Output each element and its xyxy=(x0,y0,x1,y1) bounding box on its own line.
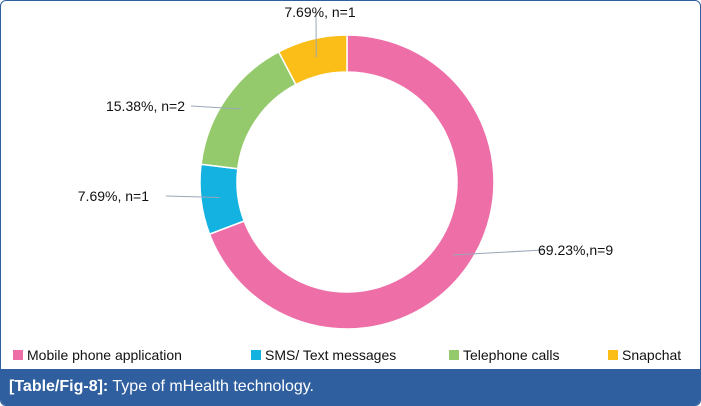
figure-caption: [Table/Fig-8]: Type of mHealth technolog… xyxy=(1,369,700,405)
slice-sms-text-messages xyxy=(199,163,246,236)
donut-chart: 69.23%,n=9 7.69%, n=1 15.38%, n=2 7.69%, n=… xyxy=(13,4,681,363)
data-label-telephone-calls: 15.38%, n=2 xyxy=(106,98,185,114)
slice-telephone-calls xyxy=(200,50,297,170)
caption-text: Type of mHealth technology. xyxy=(112,378,314,395)
legend-swatch-snapchat xyxy=(608,350,618,360)
slice-snapchat xyxy=(277,34,348,86)
legend-label-sms-text-messages: SMS/ Text messages xyxy=(265,347,396,363)
leader-line-mobile-phone-application xyxy=(452,249,544,256)
legend-swatch-telephone-calls xyxy=(449,350,459,360)
leader-line-sms-text-messages xyxy=(165,195,220,198)
data-label-sms-text-messages: 7.69%, n=1 xyxy=(78,188,149,204)
leader-line-telephone-calls xyxy=(190,105,242,110)
legend-label-telephone-calls: Telephone calls xyxy=(463,347,560,363)
legend-label-mobile-phone-application: Mobile phone application xyxy=(27,347,182,363)
caption-label: [Table/Fig-8]: xyxy=(9,378,109,395)
slice-mobile-phone-application xyxy=(208,34,495,330)
legend-swatch-sms-text-messages xyxy=(251,350,261,360)
legend-label-snapchat: Snapchat xyxy=(622,347,681,363)
legend-swatch-mobile-phone-application xyxy=(13,350,23,360)
data-label-snapchat: 7.69%, n=1 xyxy=(284,4,355,20)
data-label-mobile-phone-application: 69.23%,n=9 xyxy=(538,242,613,258)
